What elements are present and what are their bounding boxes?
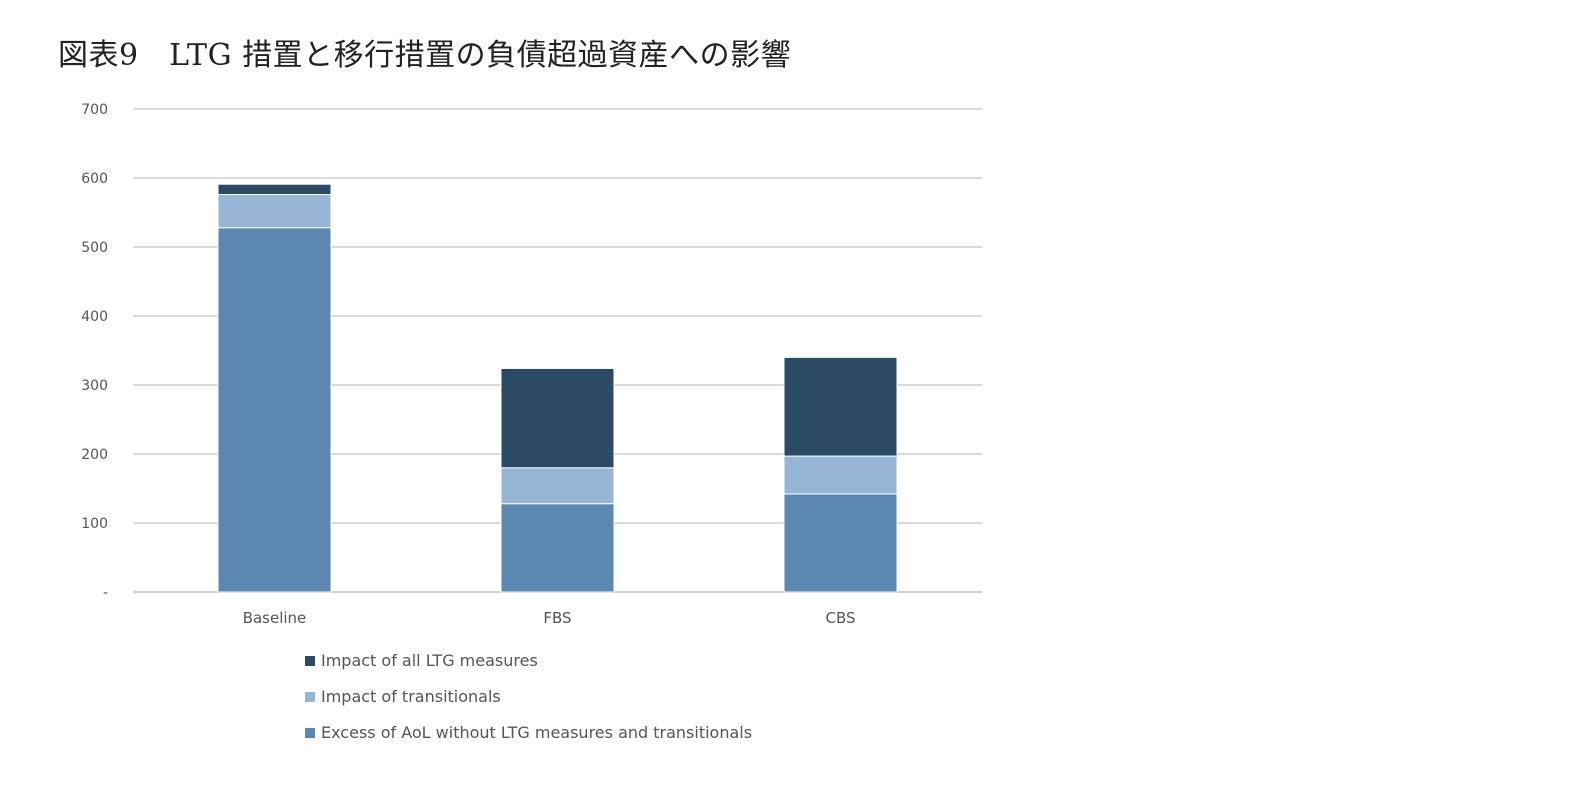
y-tick-label: 300: [81, 378, 108, 394]
legend-label: Impact of transitionals: [321, 687, 501, 706]
bar-segment: [500, 503, 615, 593]
legend: Impact of all LTG measures Impact of tran…: [305, 651, 752, 742]
legend-swatch: [305, 728, 315, 738]
legend-label: Excess of AoL without LTG measures and t…: [321, 723, 752, 742]
y-tick-label: 500: [81, 240, 108, 256]
chart-title: 図表9 LTG 措置と移行措置の負債超過資産への影響: [58, 38, 792, 73]
legend-label: Impact of all LTG measures: [321, 651, 538, 670]
x-category-label: FBS: [543, 609, 571, 627]
x-category-label: Baseline: [243, 609, 307, 627]
bar-segment: [217, 183, 332, 196]
y-tick-label: 600: [81, 171, 108, 187]
y-tick-label: 700: [81, 102, 108, 118]
y-tick-label: -: [103, 585, 108, 601]
bar-segment: [783, 493, 898, 593]
y-tick-label: 400: [81, 309, 108, 325]
bars: [217, 183, 898, 593]
bar-segment: [783, 356, 898, 457]
x-category-label: CBS: [825, 609, 855, 627]
y-tick-label: 200: [81, 447, 108, 463]
legend-swatch: [305, 692, 315, 702]
legend-swatch: [305, 656, 315, 666]
bar-segment: [217, 227, 332, 593]
x-axis-categories: Baseline FBS CBS: [243, 609, 856, 627]
bar-segment: [217, 194, 332, 229]
y-tick-label: 100: [81, 516, 108, 532]
bar-segment: [500, 367, 615, 469]
bar-segment: [783, 455, 898, 495]
y-axis-ticks: - 100 200 300 400 500 600 700: [81, 102, 108, 601]
bar-segment: [500, 467, 615, 505]
